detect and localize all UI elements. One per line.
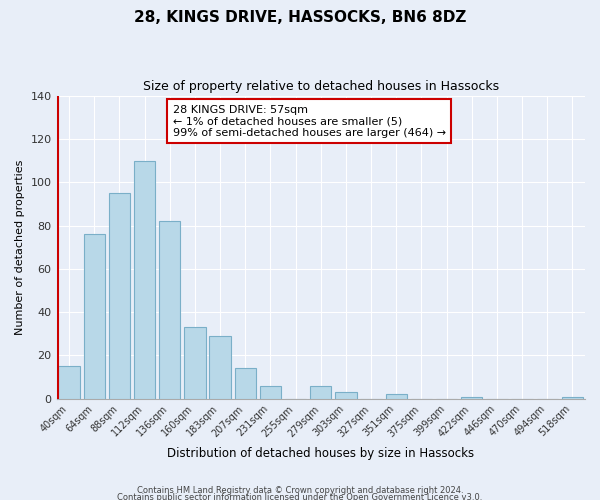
Title: Size of property relative to detached houses in Hassocks: Size of property relative to detached ho… — [143, 80, 499, 93]
Text: Contains public sector information licensed under the Open Government Licence v3: Contains public sector information licen… — [118, 494, 482, 500]
Bar — [310, 386, 331, 399]
Bar — [235, 368, 256, 399]
Bar — [386, 394, 407, 399]
Bar — [83, 234, 105, 399]
Y-axis label: Number of detached properties: Number of detached properties — [15, 160, 25, 335]
Bar — [134, 160, 155, 399]
Bar — [184, 328, 206, 399]
Text: 28, KINGS DRIVE, HASSOCKS, BN6 8DZ: 28, KINGS DRIVE, HASSOCKS, BN6 8DZ — [134, 10, 466, 25]
Bar — [335, 392, 356, 399]
Bar — [58, 366, 80, 399]
Bar — [562, 396, 583, 399]
Text: 28 KINGS DRIVE: 57sqm
← 1% of detached houses are smaller (5)
99% of semi-detach: 28 KINGS DRIVE: 57sqm ← 1% of detached h… — [173, 104, 446, 138]
Text: Contains HM Land Registry data © Crown copyright and database right 2024.: Contains HM Land Registry data © Crown c… — [137, 486, 463, 495]
Bar — [461, 396, 482, 399]
Bar — [159, 221, 181, 399]
X-axis label: Distribution of detached houses by size in Hassocks: Distribution of detached houses by size … — [167, 447, 475, 460]
Bar — [260, 386, 281, 399]
Bar — [209, 336, 231, 399]
Bar — [109, 193, 130, 399]
